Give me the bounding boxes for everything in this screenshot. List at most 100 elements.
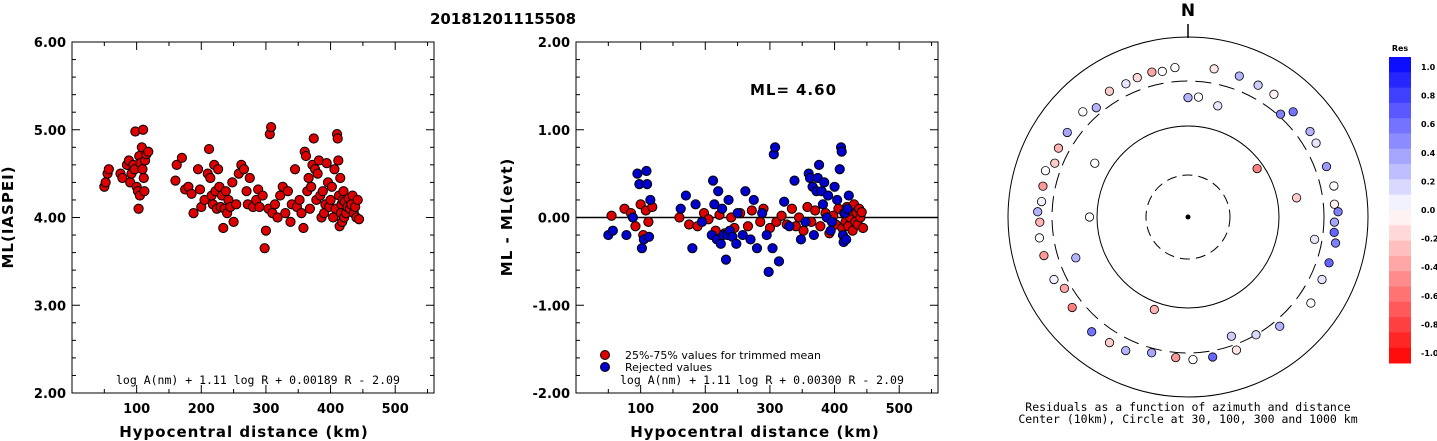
data-point bbox=[731, 238, 742, 249]
azimuth-points bbox=[1033, 62, 1343, 365]
panel2-legend: 25%-75% values for trimmed mean Rejected… bbox=[600, 349, 821, 374]
station-point bbox=[1252, 163, 1262, 174]
colorbar-tick-label: -1.0 bbox=[1421, 349, 1437, 358]
data-point bbox=[723, 194, 734, 206]
colorbar-cell bbox=[1389, 301, 1411, 318]
station-point bbox=[1149, 304, 1159, 315]
colorbar-cell bbox=[1389, 118, 1411, 134]
data-point bbox=[321, 157, 332, 169]
station-point bbox=[1333, 207, 1343, 217]
data-point bbox=[716, 203, 728, 214]
data-point bbox=[244, 172, 255, 184]
data-point bbox=[800, 216, 811, 227]
colorbar-cell bbox=[1389, 164, 1411, 180]
circle-300km bbox=[1051, 80, 1325, 354]
station-point bbox=[1309, 234, 1320, 244]
data-point bbox=[269, 199, 281, 210]
data-point bbox=[713, 186, 724, 197]
data-point bbox=[834, 164, 845, 175]
station-point bbox=[1071, 253, 1081, 263]
station-point bbox=[1104, 86, 1115, 96]
data-point bbox=[808, 229, 819, 241]
station-point bbox=[1087, 327, 1097, 337]
data-point bbox=[238, 164, 250, 175]
data-point bbox=[607, 225, 618, 236]
data-point bbox=[266, 122, 277, 133]
x-tick-label: 500 bbox=[886, 402, 913, 417]
station-point bbox=[1330, 238, 1341, 248]
colorbar-tick-label: 0.4 bbox=[1421, 149, 1436, 158]
data-point bbox=[353, 214, 365, 225]
data-point bbox=[709, 199, 720, 210]
data-point bbox=[770, 142, 781, 153]
data-point bbox=[257, 190, 268, 201]
colorbar-cell bbox=[1389, 240, 1411, 257]
data-point bbox=[143, 146, 154, 157]
y-tick-label: 2.00 bbox=[34, 387, 66, 402]
azimuth-caption-line2: Center (10km), Circle at 30, 100, 300 an… bbox=[1018, 412, 1357, 426]
data-point bbox=[789, 175, 800, 186]
panel1-y-tick-labels: 2.00 3.00 4.00 5.00 6.00 bbox=[34, 36, 66, 402]
y-tick-label: 4.00 bbox=[34, 212, 66, 227]
station-point bbox=[1324, 258, 1334, 268]
data-point bbox=[779, 196, 790, 207]
station-point bbox=[1275, 321, 1285, 331]
panel2-y-axis-label: ML - ML(evt) bbox=[498, 158, 516, 276]
station-point bbox=[1053, 143, 1064, 153]
panel2-y-tick-labels: -2.00 -1.00 0.00 1.00 2.00 bbox=[533, 36, 570, 402]
station-point bbox=[1253, 80, 1263, 90]
circle-30km bbox=[1145, 174, 1231, 260]
panel2-ticks bbox=[576, 41, 938, 394]
colorbar-tick-label: -0.6 bbox=[1421, 292, 1437, 301]
colorbar-cell bbox=[1389, 57, 1411, 73]
ml-label: ML= bbox=[750, 81, 790, 99]
x-tick-label: 100 bbox=[123, 402, 150, 417]
data-point bbox=[298, 222, 309, 234]
data-point bbox=[176, 152, 187, 163]
station-point bbox=[1306, 298, 1316, 308]
legend-marker-rejected bbox=[600, 362, 610, 372]
data-point bbox=[203, 143, 215, 155]
station-point bbox=[1213, 101, 1223, 111]
colorbar-cell bbox=[1389, 255, 1411, 272]
station-point bbox=[1033, 207, 1043, 217]
station-point bbox=[1171, 352, 1181, 363]
data-point bbox=[138, 124, 149, 135]
station-point bbox=[1188, 354, 1198, 365]
data-point bbox=[843, 190, 854, 201]
data-point bbox=[715, 238, 726, 249]
data-point bbox=[294, 194, 305, 206]
colorbar-cell bbox=[1389, 210, 1411, 226]
data-point bbox=[784, 221, 795, 232]
data-point bbox=[690, 199, 701, 210]
data-point bbox=[857, 222, 869, 234]
x-tick-label: 300 bbox=[252, 402, 279, 417]
data-point bbox=[630, 221, 641, 232]
circle-1000km bbox=[1007, 36, 1369, 398]
station-point bbox=[1231, 345, 1242, 355]
data-point bbox=[696, 216, 708, 227]
y-tick-label: 3.00 bbox=[34, 299, 66, 314]
data-point bbox=[767, 243, 778, 254]
data-point bbox=[170, 175, 181, 186]
colorbar-cell bbox=[1389, 194, 1411, 211]
data-point bbox=[317, 186, 328, 197]
data-point bbox=[300, 150, 312, 162]
data-point bbox=[282, 186, 294, 197]
y-tick-label: -1.00 bbox=[533, 299, 570, 314]
epicenter-dot bbox=[1185, 214, 1191, 220]
station-point bbox=[1059, 283, 1070, 293]
panel1-points bbox=[99, 122, 365, 254]
data-point bbox=[304, 203, 315, 214]
data-point bbox=[220, 186, 231, 197]
station-point bbox=[1078, 107, 1088, 117]
data-point bbox=[751, 243, 763, 254]
station-point bbox=[1035, 217, 1045, 227]
colorbar-cells bbox=[1389, 57, 1411, 364]
panel2-x-tick-labels: 100 200 300 400 500 bbox=[627, 402, 913, 417]
station-point bbox=[1170, 62, 1180, 73]
station-point bbox=[1090, 158, 1100, 168]
data-point bbox=[642, 179, 653, 190]
data-point bbox=[308, 133, 319, 144]
data-point bbox=[798, 225, 809, 236]
